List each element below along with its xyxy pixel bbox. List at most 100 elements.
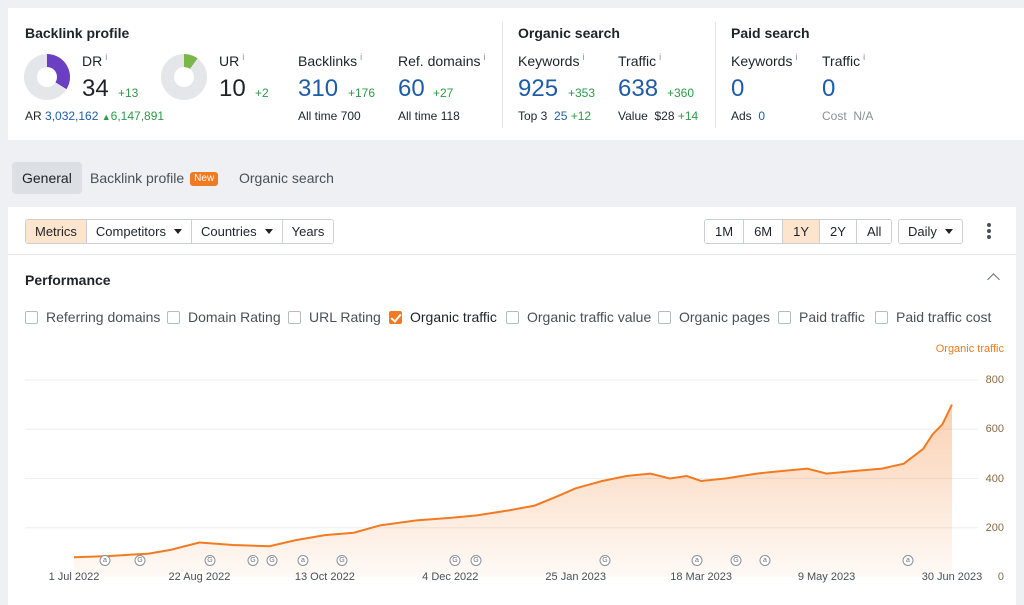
organic-keywords-value[interactable]: 925 bbox=[518, 75, 559, 102]
caret-down-icon bbox=[173, 229, 182, 234]
overview-panel: Backlink profile Organic search Paid sea… bbox=[8, 8, 1024, 140]
ref-domains-label[interactable]: Ref. domains i bbox=[398, 52, 486, 69]
series-legend-organic-traffic: Organic traffic bbox=[935, 343, 1004, 355]
ref-domains-value[interactable]: 60 bbox=[398, 75, 425, 102]
toggle-paid-traffic-cost[interactable]: Paid traffic cost bbox=[875, 309, 991, 325]
organic-traffic-delta: +360 bbox=[667, 86, 695, 100]
ur-donut-chart bbox=[161, 54, 207, 100]
ar-value[interactable]: 3,032,162 bbox=[45, 109, 99, 123]
google-update-marker[interactable]: G bbox=[247, 555, 259, 566]
performance-title: Performance bbox=[25, 272, 111, 288]
metrics-button[interactable]: Metrics bbox=[26, 220, 87, 243]
granularity-select[interactable]: Daily bbox=[899, 220, 962, 243]
annotation-marker[interactable]: a bbox=[297, 555, 309, 566]
x-tick: 4 Dec 2022 bbox=[422, 571, 479, 583]
range-1y-button[interactable]: 1Y bbox=[783, 220, 821, 243]
more-options-icon[interactable] bbox=[986, 222, 992, 240]
info-icon: i bbox=[582, 52, 585, 62]
organic-traffic-chart bbox=[25, 379, 978, 577]
google-update-marker[interactable]: G bbox=[134, 555, 146, 566]
range-1m-button[interactable]: 1M bbox=[705, 220, 745, 243]
range-6m-button[interactable]: 6M bbox=[744, 220, 784, 243]
organic-traffic-label[interactable]: Traffic i bbox=[618, 52, 662, 69]
info-icon: i bbox=[483, 52, 486, 62]
performance-card: Metrics Competitors Countries Years 1M 6… bbox=[8, 207, 1016, 605]
x-tick: 22 Aug 2022 bbox=[168, 571, 231, 583]
toggle-url-rating[interactable]: URL Rating bbox=[288, 309, 381, 325]
backlinks-label[interactable]: Backlinks i bbox=[298, 52, 363, 69]
info-icon: i bbox=[242, 52, 245, 62]
paid-keywords-value[interactable]: 0 bbox=[731, 75, 745, 102]
backlink-profile-title: Backlink profile bbox=[25, 25, 130, 41]
toggle-domain-rating[interactable]: Domain Rating bbox=[167, 309, 281, 325]
dr-value: 34 bbox=[82, 75, 109, 102]
google-update-marker[interactable]: G bbox=[266, 555, 278, 566]
granularity-dropdown[interactable]: Daily bbox=[898, 219, 963, 244]
annotation-marker[interactable]: a bbox=[902, 555, 914, 566]
toggle-referring-domains[interactable]: Referring domains bbox=[25, 309, 160, 325]
top3-value[interactable]: 25 bbox=[554, 109, 568, 123]
organic-search-title: Organic search bbox=[518, 25, 620, 41]
paid-traffic-value[interactable]: 0 bbox=[822, 75, 836, 102]
divider bbox=[715, 22, 716, 128]
toggle-organic-traffic[interactable]: Organic traffic bbox=[389, 309, 497, 325]
ref-domains-all-time: All time 118 bbox=[398, 109, 460, 123]
annotation-marker[interactable]: a bbox=[99, 555, 111, 566]
x-tick: 25 Jan 2023 bbox=[545, 571, 606, 583]
google-update-marker[interactable]: G bbox=[730, 555, 742, 566]
backlinks-value[interactable]: 310 bbox=[298, 75, 339, 102]
divider bbox=[502, 22, 503, 128]
toggle-organic-pages[interactable]: Organic pages bbox=[658, 309, 770, 325]
y-tick: 0 bbox=[997, 571, 1004, 583]
backlinks-delta: +176 bbox=[348, 86, 376, 100]
y-tick: 200 bbox=[985, 522, 1004, 534]
google-update-marker[interactable]: G bbox=[470, 555, 482, 566]
y-tick: 800 bbox=[985, 374, 1004, 386]
info-icon: i bbox=[795, 52, 798, 62]
paid-traffic-label[interactable]: Traffic i bbox=[822, 52, 866, 69]
paid-keywords-label[interactable]: Keywords i bbox=[731, 52, 798, 69]
chevron-up-icon[interactable] bbox=[987, 273, 1000, 286]
range-2y-button[interactable]: 2Y bbox=[820, 220, 857, 243]
organic-keywords-label[interactable]: Keywords i bbox=[518, 52, 585, 69]
ur-label[interactable]: UR i bbox=[219, 52, 245, 69]
backlinks-all-time: All time 700 bbox=[298, 109, 361, 123]
dr-label[interactable]: DR i bbox=[82, 52, 108, 69]
x-tick: 30 Jun 2023 bbox=[921, 571, 983, 583]
dr-donut-chart bbox=[24, 54, 70, 100]
x-tick: 1 Jul 2022 bbox=[48, 571, 100, 583]
paid-search-title: Paid search bbox=[731, 25, 810, 41]
tab-organic-search[interactable]: Organic search bbox=[239, 170, 334, 186]
range-all-button[interactable]: All bbox=[856, 220, 892, 243]
info-icon: i bbox=[105, 52, 108, 62]
info-icon: i bbox=[863, 52, 866, 62]
ur-delta: +2 bbox=[255, 86, 269, 100]
toggle-organic-traffic-value[interactable]: Organic traffic value bbox=[506, 309, 651, 325]
google-update-marker[interactable]: G bbox=[599, 555, 611, 566]
view-switcher: Metrics Competitors Countries Years bbox=[25, 219, 335, 244]
y-tick: 600 bbox=[985, 423, 1004, 435]
google-update-marker[interactable]: G bbox=[449, 555, 461, 566]
info-icon: i bbox=[360, 52, 363, 62]
organic-traffic-area bbox=[74, 404, 952, 577]
annotation-marker[interactable]: a bbox=[691, 555, 703, 566]
organic-traffic-value[interactable]: 638 bbox=[618, 75, 659, 102]
organic-traffic-line bbox=[73, 404, 953, 559]
years-button[interactable]: Years bbox=[282, 220, 334, 243]
google-update-marker[interactable]: G bbox=[336, 555, 348, 566]
traffic-value-row: Value $28 +14 bbox=[618, 109, 699, 123]
cost-row: Cost N/A bbox=[822, 109, 874, 123]
toggle-paid-traffic[interactable]: Paid traffic bbox=[778, 309, 865, 325]
info-icon: i bbox=[659, 52, 662, 62]
countries-dropdown[interactable]: Countries bbox=[191, 220, 283, 243]
competitors-dropdown[interactable]: Competitors bbox=[86, 220, 192, 243]
tab-general[interactable]: General bbox=[12, 162, 82, 194]
google-update-marker[interactable]: G bbox=[204, 555, 216, 566]
organic-keywords-delta: +353 bbox=[568, 86, 596, 100]
tab-backlink-profile[interactable]: Backlink profile New bbox=[80, 162, 228, 194]
caret-down-icon bbox=[264, 229, 273, 234]
x-tick: 9 May 2023 bbox=[797, 571, 856, 583]
ref-domains-delta: +27 bbox=[433, 86, 454, 100]
range-switcher: 1M 6M 1Y 2Y All bbox=[704, 219, 893, 244]
annotation-marker[interactable]: a bbox=[759, 555, 771, 566]
